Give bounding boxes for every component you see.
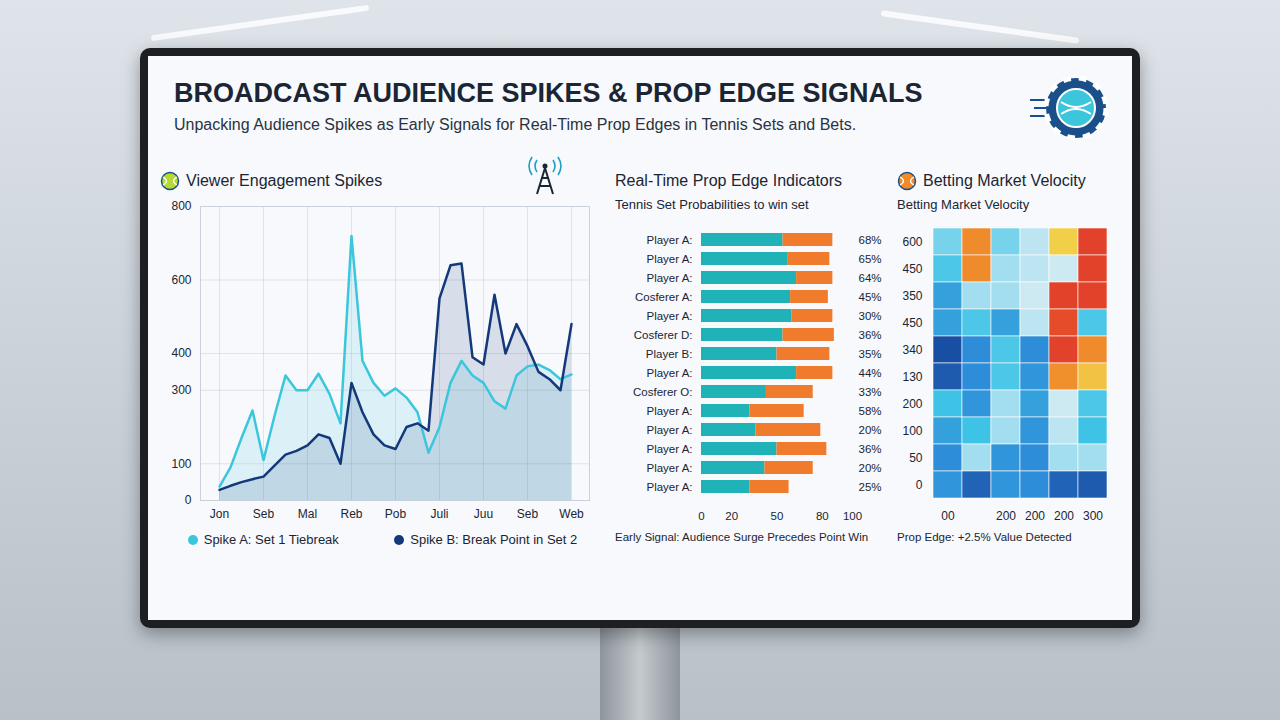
svg-text:20%: 20% [859,424,882,436]
svg-text:33%: 33% [859,386,882,398]
svg-text:0: 0 [698,510,704,522]
svg-text:Jon: Jon [210,507,229,521]
svg-text:300: 300 [1083,509,1103,523]
svg-text:0: 0 [916,478,923,492]
svg-text:200: 200 [1054,509,1074,523]
svg-text:Cosferer O:: Cosferer O: [633,386,692,398]
html-text:Early Signal: Audience Surge P: Early Signal: Audience Surge Precedes Po… [615,531,869,543]
svg-text:20%: 20% [859,462,882,474]
svg-text:58%: 58% [859,405,882,417]
svg-text:50: 50 [909,451,923,465]
svg-text:Reb: Reb [340,507,362,521]
svg-text:35%: 35% [859,348,882,360]
svg-text:300: 300 [171,383,191,397]
svg-text:65%: 65% [859,253,882,265]
svg-text:Player A:: Player A: [646,310,692,322]
svg-text:200: 200 [1025,509,1045,523]
svg-text:Player A:: Player A: [646,367,692,379]
svg-text:100: 100 [902,424,922,438]
svg-text:100: 100 [843,510,862,522]
svg-text:Player A:: Player A: [646,272,692,284]
svg-text:Web: Web [559,507,584,521]
svg-text:Juli: Juli [430,507,448,521]
svg-text:600: 600 [171,273,191,287]
svg-text:20: 20 [725,510,738,522]
svg-text:450: 450 [902,262,922,276]
svg-text:36%: 36% [859,329,882,341]
svg-text:Seb: Seb [517,507,539,521]
svg-text:00: 00 [941,509,955,523]
html-text:Spike B: Break Point in Set 2: Spike B: Break Point in Set 2 [410,532,578,547]
svg-text:Juu: Juu [474,507,493,521]
svg-text:44%: 44% [859,367,882,379]
svg-text:Player A:: Player A: [646,462,692,474]
svg-text:Player A:: Player A: [646,481,692,493]
svg-text:Player A:: Player A: [646,253,692,265]
svg-text:45%: 45% [859,291,882,303]
svg-text:30%: 30% [859,310,882,322]
html-text:Viewer Engagement Spikes: Viewer Engagement Spikes [186,172,383,189]
html-text:Tennis Set Probabilities to wi: Tennis Set Probabilities to win set [615,197,809,212]
html-text:Betting Market Velocity: Betting Market Velocity [897,197,1030,212]
svg-text:Player A:: Player A: [646,424,692,436]
svg-text:400: 400 [171,346,191,360]
svg-text:Pob: Pob [385,507,407,521]
svg-text:80: 80 [816,510,829,522]
svg-text:130: 130 [902,370,922,384]
svg-text:450: 450 [902,316,922,330]
svg-text:36%: 36% [859,443,882,455]
html-text:BROADCAST AUDIENCE SPIKES & PR: BROADCAST AUDIENCE SPIKES & PROP EDGE SI… [174,78,923,108]
svg-text:Player A:: Player A: [646,405,692,417]
svg-text:25%: 25% [859,481,882,493]
svg-text:Player A:: Player A: [646,234,692,246]
svg-text:100: 100 [171,457,191,471]
svg-text:68%: 68% [859,234,882,246]
svg-text:200: 200 [996,509,1016,523]
svg-text:350: 350 [902,289,922,303]
svg-text:50: 50 [771,510,784,522]
svg-text:600: 600 [902,235,922,249]
svg-text:200: 200 [902,397,922,411]
html-text:Unpacking Audience Spikes as E: Unpacking Audience Spikes as Early Signa… [174,116,857,133]
svg-text:Seb: Seb [253,507,275,521]
svg-text:Mal: Mal [298,507,317,521]
svg-text:64%: 64% [859,272,882,284]
svg-text:Player A:: Player A: [646,443,692,455]
svg-text:340: 340 [902,343,922,357]
html-text:Betting Market Velocity: Betting Market Velocity [923,172,1086,189]
svg-text:Player B:: Player B: [646,348,693,360]
svg-text:800: 800 [171,199,191,213]
svg-text:0: 0 [185,493,192,507]
svg-text:Cosferer D:: Cosferer D: [634,329,693,341]
svg-text:Cosferer A:: Cosferer A: [635,291,693,303]
html-text:Prop Edge: +2.5% Value Detecte: Prop Edge: +2.5% Value Detected [897,531,1072,543]
html-text:Real-Time Prop Edge Indicators: Real-Time Prop Edge Indicators [615,172,843,189]
html-text:Spike A: Set 1 Tiebreak: Spike A: Set 1 Tiebreak [203,532,339,547]
